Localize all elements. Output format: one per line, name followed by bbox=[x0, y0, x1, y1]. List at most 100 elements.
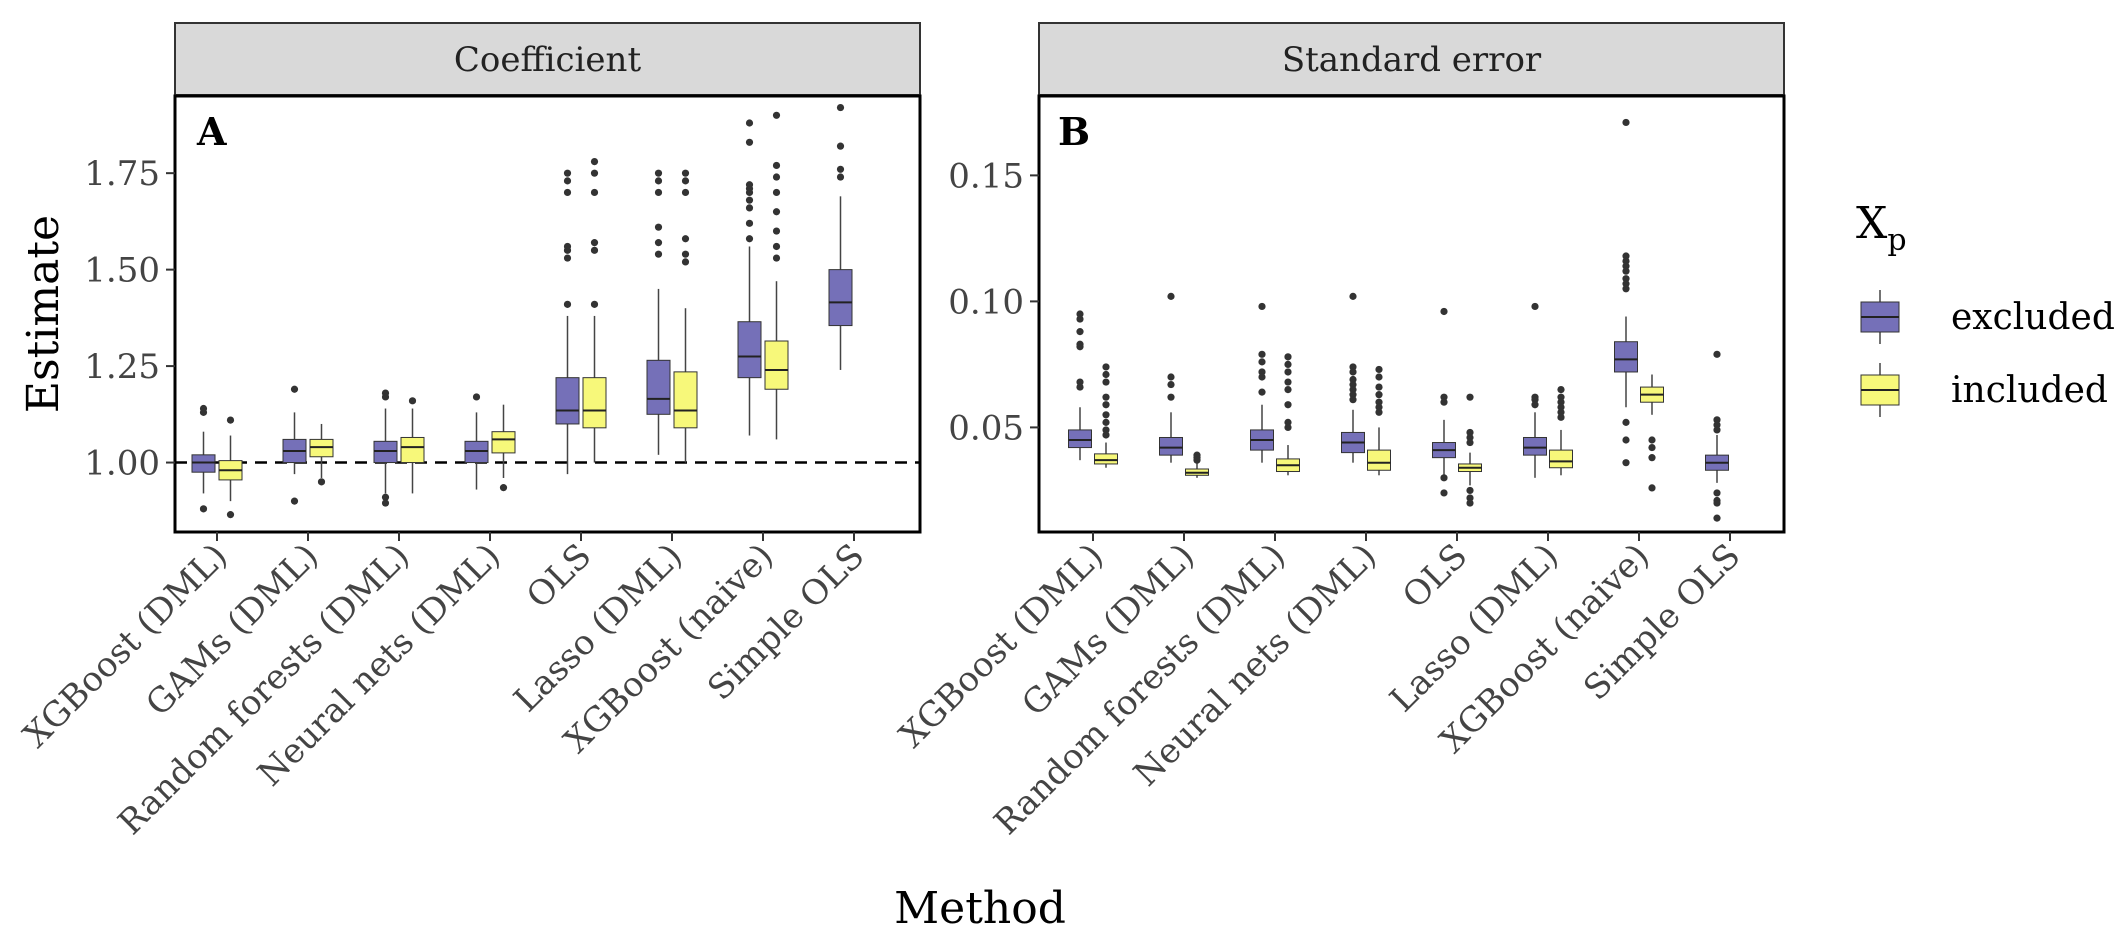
outlier-point bbox=[1284, 386, 1292, 394]
outlier-point bbox=[199, 505, 208, 513]
outlier-point bbox=[745, 219, 754, 227]
outlier-point bbox=[772, 254, 781, 262]
y-axis-title: Estimate bbox=[18, 215, 69, 413]
outlier-point bbox=[1531, 302, 1539, 311]
outlier-point bbox=[1284, 401, 1292, 409]
outlier-point bbox=[654, 188, 663, 197]
box-iqr bbox=[1614, 341, 1638, 373]
box-neural-nets-dml-included bbox=[491, 404, 516, 492]
outlier-point bbox=[1375, 365, 1383, 374]
outlier-point bbox=[1713, 416, 1721, 424]
y-tick-label-coefficient: 1.00 bbox=[84, 444, 160, 484]
outlier-point bbox=[1349, 380, 1357, 389]
outlier-point bbox=[1284, 353, 1292, 361]
outlier-point bbox=[1622, 280, 1630, 288]
box-ols-included bbox=[582, 157, 607, 463]
outlier-point bbox=[1284, 368, 1292, 376]
box-iqr bbox=[1367, 449, 1391, 471]
outlier-point bbox=[563, 188, 572, 197]
outlier-point bbox=[1713, 426, 1721, 434]
outlier-point bbox=[590, 157, 599, 166]
box-xgboost-naive-included bbox=[1640, 374, 1664, 492]
outlier-point bbox=[1557, 413, 1565, 421]
outlier-point bbox=[1557, 393, 1565, 401]
box-xgboost-dml-excluded bbox=[191, 404, 216, 513]
outlier-point bbox=[290, 385, 299, 393]
box-iqr bbox=[1159, 436, 1183, 456]
panel-tag-a: A bbox=[196, 109, 227, 154]
outlier-point bbox=[1102, 370, 1110, 379]
outlier-point bbox=[1375, 403, 1383, 411]
outlier-point bbox=[199, 408, 208, 416]
box-xgboost-dml-included bbox=[218, 416, 243, 519]
box-ols-excluded bbox=[1432, 307, 1456, 497]
outlier-point bbox=[1076, 383, 1084, 391]
outlier-point bbox=[681, 188, 690, 197]
box-lasso-dml-excluded bbox=[646, 169, 671, 455]
legend: Xp excluded included bbox=[1856, 198, 2115, 417]
outlier-point bbox=[745, 196, 754, 204]
outlier-point bbox=[1713, 421, 1721, 429]
box-iqr bbox=[673, 371, 698, 429]
box-iqr bbox=[1094, 453, 1118, 465]
outlier-point bbox=[1284, 360, 1292, 369]
outlier-point bbox=[772, 161, 781, 170]
outlier-point bbox=[1440, 307, 1448, 316]
outlier-point bbox=[1466, 486, 1474, 495]
outlier-point bbox=[1713, 489, 1721, 497]
y-tick-label-standard-error: 0.10 bbox=[948, 282, 1024, 322]
outlier-point bbox=[1531, 401, 1539, 409]
outlier-point bbox=[745, 119, 754, 127]
outlier-point bbox=[1284, 423, 1292, 432]
outlier-point bbox=[1557, 398, 1565, 406]
y-tick-label-coefficient: 1.50 bbox=[84, 251, 160, 291]
outlier-point bbox=[772, 242, 781, 251]
outlier-point bbox=[1466, 428, 1474, 437]
panel-border-standard-error bbox=[1037, 94, 1786, 534]
box-iqr bbox=[1068, 429, 1092, 449]
outlier-point bbox=[1193, 456, 1201, 464]
outlier-point bbox=[1622, 252, 1630, 260]
outlier-point bbox=[590, 239, 599, 247]
outlier-point bbox=[681, 177, 690, 185]
outlier-point bbox=[745, 181, 754, 189]
outlier-point bbox=[1648, 454, 1656, 462]
outlier-point bbox=[1440, 474, 1448, 482]
box-ols-included bbox=[1458, 393, 1482, 507]
outlier-point bbox=[1349, 396, 1357, 404]
y-tick-label-coefficient: 1.25 bbox=[84, 347, 160, 387]
outlier-point bbox=[1466, 433, 1474, 442]
outlier-point bbox=[1622, 285, 1630, 293]
box-xgboost-naive-included bbox=[764, 111, 789, 440]
legend-items: excluded included bbox=[1860, 290, 2115, 417]
outlier-point bbox=[836, 173, 845, 181]
y-tick-label-standard-error: 0.15 bbox=[948, 156, 1024, 196]
box-neural-nets-dml-excluded bbox=[464, 393, 489, 490]
strip-standard-error-label: Standard error bbox=[1282, 40, 1542, 80]
box-random-forests-dml-included bbox=[400, 397, 425, 494]
outlier-point bbox=[1167, 373, 1175, 381]
outlier-point bbox=[381, 499, 390, 507]
outlier-point bbox=[381, 393, 390, 401]
outlier-point bbox=[1375, 408, 1383, 416]
box-lasso-dml-excluded bbox=[1523, 302, 1547, 478]
outlier-point bbox=[681, 169, 690, 177]
outlier-point bbox=[1102, 426, 1110, 434]
outlier-point bbox=[1102, 401, 1110, 409]
outlier-point bbox=[563, 254, 572, 262]
box-iqr bbox=[400, 436, 425, 464]
outlier-point bbox=[1713, 350, 1721, 358]
box-ols-excluded bbox=[555, 169, 580, 475]
box-xgboost-naive-excluded bbox=[737, 119, 762, 436]
outlier-point bbox=[1349, 375, 1357, 384]
strip-coefficient-label: Coefficient bbox=[454, 40, 642, 80]
outlier-point bbox=[1076, 378, 1084, 386]
outlier-point bbox=[1258, 388, 1266, 396]
outlier-point bbox=[1258, 350, 1266, 358]
legend-item-excluded: excluded bbox=[1860, 290, 2115, 344]
outlier-point bbox=[772, 188, 781, 197]
outlier-point bbox=[499, 484, 508, 492]
box-iqr bbox=[1549, 449, 1573, 469]
outlier-point bbox=[1622, 436, 1630, 444]
box-iqr bbox=[491, 431, 516, 454]
